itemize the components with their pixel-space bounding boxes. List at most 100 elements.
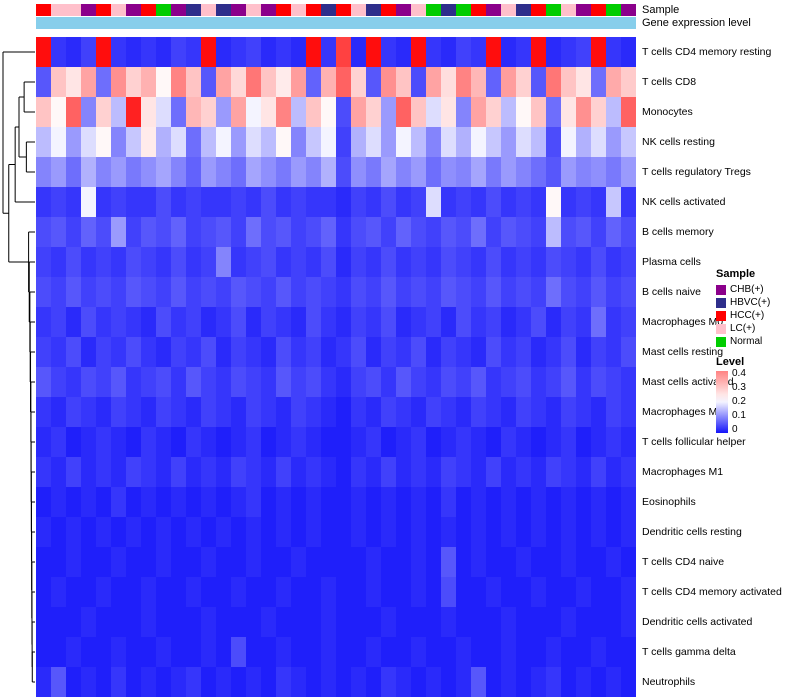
heatmap-cell xyxy=(291,517,306,547)
heatmap-cell xyxy=(171,67,186,97)
heatmap-cell xyxy=(306,637,321,667)
heatmap-cell xyxy=(516,247,531,277)
heatmap-cell xyxy=(366,547,381,577)
heatmap-cell xyxy=(456,127,471,157)
heatmap-cell xyxy=(156,127,171,157)
heatmap-cell xyxy=(501,607,516,637)
heatmap-cell xyxy=(486,217,501,247)
heatmap-cell xyxy=(621,577,636,607)
heatmap-cell xyxy=(186,127,201,157)
heatmap-cell xyxy=(81,97,96,127)
heatmap-cell xyxy=(516,457,531,487)
heatmap-cell xyxy=(291,157,306,187)
heatmap-cell xyxy=(126,457,141,487)
heatmap-cell xyxy=(51,397,66,427)
heatmap-cell xyxy=(411,307,426,337)
heatmap-cell xyxy=(426,577,441,607)
heatmap-cell xyxy=(471,97,486,127)
heatmap-cell xyxy=(426,367,441,397)
sample-annotation-cell xyxy=(231,4,246,16)
heatmap-cell xyxy=(171,157,186,187)
heatmap-cell xyxy=(156,337,171,367)
heatmap-cell xyxy=(231,427,246,457)
heatmap-cell xyxy=(591,337,606,367)
heatmap-cell xyxy=(51,547,66,577)
heatmap-cell xyxy=(66,547,81,577)
heatmap-cell xyxy=(141,217,156,247)
heatmap-cell xyxy=(561,637,576,667)
heatmap-cell xyxy=(396,367,411,397)
heatmap-cell xyxy=(441,127,456,157)
heatmap-cell xyxy=(426,457,441,487)
heatmap-cell xyxy=(591,547,606,577)
heatmap-cell xyxy=(501,397,516,427)
heatmap-cell xyxy=(351,397,366,427)
heatmap-cell xyxy=(51,217,66,247)
legend-entry: HBVC(+) xyxy=(716,296,800,309)
heatmap-cell xyxy=(516,517,531,547)
heatmap-cell xyxy=(411,607,426,637)
heatmap-cell xyxy=(456,37,471,67)
heatmap-cell xyxy=(201,307,216,337)
heatmap-cell xyxy=(441,67,456,97)
heatmap-cell xyxy=(546,187,561,217)
heatmap-cell xyxy=(111,637,126,667)
heatmap-cell xyxy=(81,487,96,517)
heatmap-cell xyxy=(216,187,231,217)
heatmap-cell xyxy=(201,487,216,517)
heatmap-cell xyxy=(606,457,621,487)
heatmap-cell xyxy=(66,187,81,217)
sample-annotation-cell xyxy=(201,4,216,16)
heatmap-cell xyxy=(36,367,51,397)
heatmap-cell xyxy=(426,397,441,427)
heatmap-cell xyxy=(186,547,201,577)
heatmap-cell xyxy=(591,637,606,667)
heatmap-cell xyxy=(576,577,591,607)
sample-annotation-cell xyxy=(66,4,81,16)
heatmap-cell xyxy=(336,547,351,577)
heatmap-cell xyxy=(426,667,441,697)
heatmap-cell xyxy=(531,277,546,307)
legend-swatch xyxy=(716,284,726,295)
heatmap-cell xyxy=(276,577,291,607)
heatmap-cell xyxy=(321,607,336,637)
heatmap-cell xyxy=(366,367,381,397)
heatmap-cell xyxy=(381,577,396,607)
heatmap-cell xyxy=(306,667,321,697)
heatmap-cell xyxy=(591,277,606,307)
sample-annotation-cell xyxy=(486,4,501,16)
heatmap-cell xyxy=(486,367,501,397)
heatmap-cell xyxy=(381,487,396,517)
heatmap-cell xyxy=(201,367,216,397)
heatmap-cell xyxy=(621,127,636,157)
heatmap-cell xyxy=(96,397,111,427)
heatmap-cell xyxy=(246,577,261,607)
heatmap-cell xyxy=(141,397,156,427)
heatmap-cell xyxy=(261,247,276,277)
heatmap-cell xyxy=(261,67,276,97)
heatmap-cell xyxy=(306,277,321,307)
heatmap-cell xyxy=(486,37,501,67)
heatmap-cell xyxy=(96,607,111,637)
heatmap-cell xyxy=(456,547,471,577)
level-tick: 0.2 xyxy=(732,396,746,407)
heatmap-cell xyxy=(231,127,246,157)
heatmap-cell xyxy=(456,487,471,517)
heatmap-cell xyxy=(381,277,396,307)
heatmap-cell xyxy=(366,157,381,187)
heatmap-cell xyxy=(621,457,636,487)
heatmap-cell xyxy=(351,547,366,577)
heatmap-cell xyxy=(621,397,636,427)
heatmap-cell xyxy=(81,337,96,367)
heatmap-cell xyxy=(66,127,81,157)
heatmap-cell xyxy=(621,157,636,187)
heatmap-cell xyxy=(291,97,306,127)
heatmap-cell xyxy=(606,667,621,697)
heatmap-grid xyxy=(36,37,636,697)
heatmap-cell xyxy=(66,367,81,397)
heatmap-cell xyxy=(396,607,411,637)
heatmap-cell xyxy=(546,127,561,157)
heatmap-cell xyxy=(111,427,126,457)
heatmap-cell xyxy=(546,247,561,277)
heatmap-cell xyxy=(276,637,291,667)
